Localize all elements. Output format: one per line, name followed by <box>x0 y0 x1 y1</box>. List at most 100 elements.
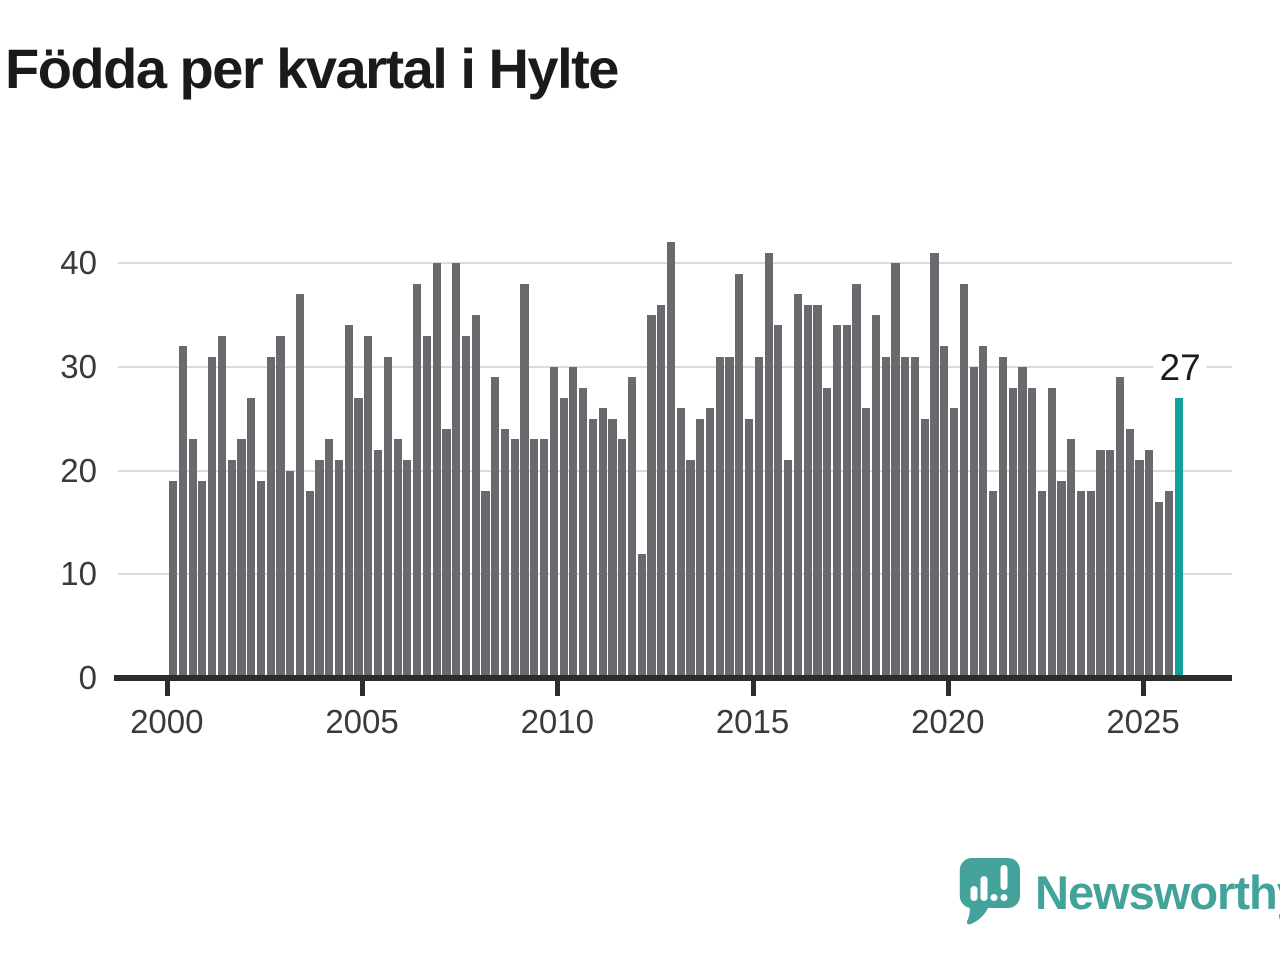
bar <box>256 480 266 678</box>
bar <box>1145 449 1154 678</box>
y-axis-label-20: 20 <box>60 451 97 489</box>
y-axis-label-10: 10 <box>60 555 97 593</box>
bar <box>1135 460 1144 678</box>
bar <box>315 460 324 678</box>
bar <box>637 553 646 678</box>
bar <box>452 263 461 678</box>
bar <box>744 418 754 678</box>
bar <box>989 491 998 678</box>
y-axis-label-40: 40 <box>60 244 97 282</box>
bar <box>520 283 529 678</box>
bar <box>1047 387 1056 678</box>
bar <box>579 387 588 678</box>
x-axis-tick-2005 <box>360 675 366 696</box>
bar <box>657 304 666 678</box>
bar <box>295 294 305 678</box>
bar <box>1125 429 1134 678</box>
bar <box>959 283 968 678</box>
bar <box>793 294 802 678</box>
bar <box>510 439 519 678</box>
x-axis-tick-2000 <box>164 675 170 696</box>
logo-dot <box>990 894 998 901</box>
bar <box>813 304 822 678</box>
bar <box>539 439 549 678</box>
bar <box>618 439 627 678</box>
logo-exclamation-stem <box>1000 865 1008 890</box>
bar <box>803 304 812 678</box>
bar <box>832 325 842 678</box>
bar <box>823 387 832 678</box>
bar <box>500 429 510 678</box>
bar <box>666 242 676 678</box>
bar <box>1164 491 1173 678</box>
bar <box>169 480 178 678</box>
bar <box>705 408 715 678</box>
bar <box>998 356 1007 678</box>
bar <box>1155 501 1164 678</box>
bar <box>1018 366 1027 678</box>
bar <box>588 418 597 678</box>
bar <box>1037 491 1047 678</box>
bar <box>930 252 939 678</box>
bar <box>266 356 275 678</box>
bar <box>784 460 793 678</box>
bar <box>471 315 480 678</box>
bar <box>852 283 861 678</box>
bar <box>354 398 363 678</box>
x-axis-tick-2015 <box>750 675 756 696</box>
bar <box>208 356 217 678</box>
x-axis-label-2005: 2005 <box>325 703 399 740</box>
chart-title: Födda per kvartal i Hylte <box>5 37 619 100</box>
bar <box>1096 449 1105 678</box>
highlight-value-label: 27 <box>1153 347 1207 389</box>
bar <box>344 325 353 678</box>
x-axis-tick-2020 <box>945 675 951 696</box>
bar <box>286 470 295 678</box>
bar <box>676 408 685 678</box>
bar <box>198 480 207 678</box>
bar <box>1067 439 1076 678</box>
bar <box>383 356 392 678</box>
y-axis-label-30: 30 <box>60 347 97 385</box>
bar <box>393 439 402 678</box>
bar <box>901 356 910 678</box>
bar <box>530 439 539 678</box>
bar <box>754 356 763 678</box>
bar <box>1057 480 1066 678</box>
y-axis-label-0: 0 <box>78 659 97 696</box>
bar <box>305 491 314 678</box>
bar <box>881 356 890 678</box>
speech-bubble-shape <box>959 858 1020 925</box>
bar <box>842 325 851 678</box>
bar <box>735 273 744 678</box>
bar <box>715 356 724 678</box>
logo-bar-medium <box>980 876 988 901</box>
x-axis-label-2015: 2015 <box>715 703 790 740</box>
bar <box>950 408 959 678</box>
bar <box>491 377 500 678</box>
newsworthy-bubble-icon <box>959 858 1020 925</box>
logo-exclamation-dot <box>1000 894 1008 901</box>
bar <box>1028 387 1037 678</box>
logo-bar-small <box>970 886 978 901</box>
bar <box>549 366 558 678</box>
bar <box>920 418 929 678</box>
bar <box>969 366 978 678</box>
bar <box>276 335 285 678</box>
bar <box>422 335 431 678</box>
bar <box>647 315 656 678</box>
bar-highlighted <box>1174 398 1183 678</box>
newsworthy-logo: Newsworthy <box>958 856 1280 928</box>
bar <box>432 263 441 678</box>
bar <box>1115 377 1125 678</box>
bar <box>725 356 734 678</box>
bar <box>910 356 920 678</box>
bar <box>1086 491 1095 678</box>
bar <box>1106 449 1115 678</box>
bar <box>217 335 226 678</box>
bar <box>891 263 900 678</box>
x-axis-line <box>114 675 1232 681</box>
bar <box>461 335 471 678</box>
